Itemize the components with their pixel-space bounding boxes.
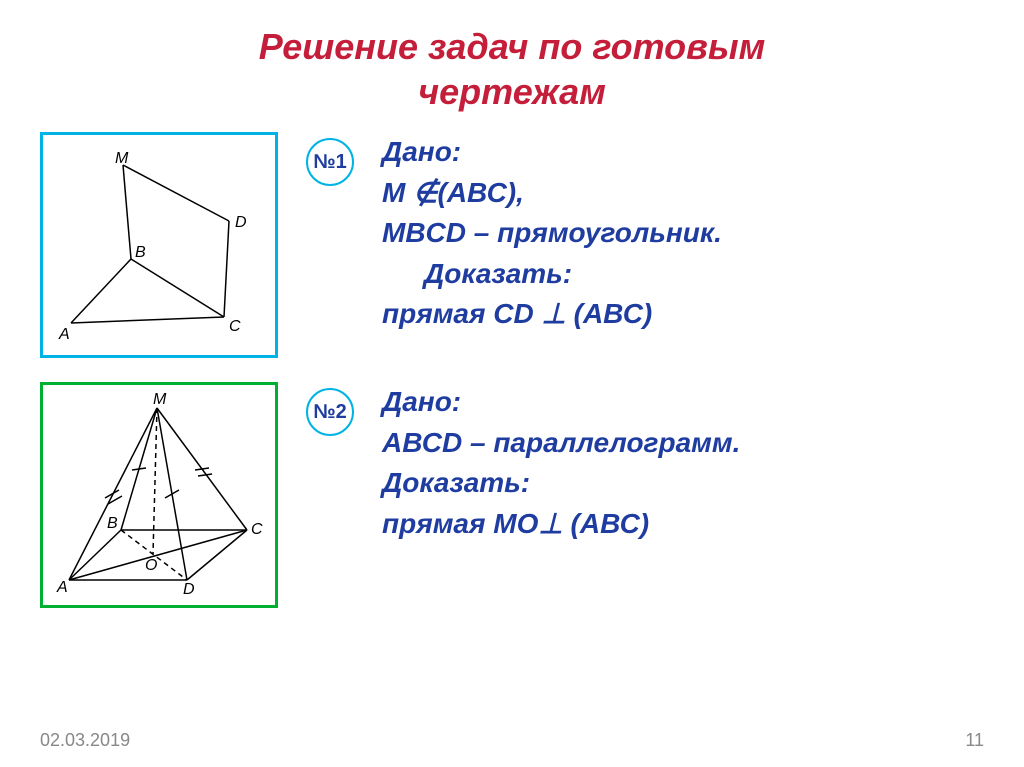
- p1-l4: Доказать:: [382, 254, 572, 295]
- p1-l5: прямая CD ⊥ (АВС): [382, 298, 652, 329]
- problem-2-text: Дано: АВСD – параллелограмм. Доказать: п…: [382, 382, 740, 544]
- p2-l3: Доказать:: [382, 467, 530, 498]
- svg-text:M: M: [153, 391, 167, 408]
- svg-text:D: D: [183, 581, 195, 598]
- svg-text:C: C: [229, 318, 241, 335]
- footer: 02.03.2019 11: [40, 730, 984, 751]
- svg-text:B: B: [107, 515, 118, 532]
- diagram-2: M A B C D O: [40, 382, 278, 608]
- footer-page: 11: [965, 730, 984, 751]
- svg-text:B: B: [135, 244, 146, 261]
- diagram-1: M D B A C: [40, 132, 278, 358]
- svg-text:C: C: [251, 521, 263, 538]
- p1-l3: MBCD – прямоугольник.: [382, 217, 722, 248]
- p2-l4: прямая МО⊥ (АВС): [382, 508, 649, 539]
- problem-2-badge: №2: [306, 388, 354, 436]
- diagram-1-svg: M D B A C: [49, 145, 269, 345]
- footer-date: 02.03.2019: [40, 730, 130, 751]
- page-title: Решение задач по готовым чертежам: [0, 0, 1024, 114]
- title-line1: Решение задач по готовым: [259, 26, 766, 67]
- problem-2: M A B C D O №2 Дано: АВСD – параллелогра…: [40, 382, 984, 608]
- badge-2-text: №2: [313, 401, 346, 424]
- problem-1-text: Дано: М ∉(АВС), MBCD – прямоугольник. До…: [382, 132, 722, 335]
- p1-l1: Дано:: [382, 136, 461, 167]
- badge-1-text: №1: [313, 151, 346, 174]
- svg-text:M: M: [115, 150, 129, 167]
- p2-l1: Дано:: [382, 386, 461, 417]
- p1-l2: М ∉(АВС),: [382, 177, 524, 208]
- content-area: M D B A C №1 Дано: М ∉(АВС), MBCD – прям…: [0, 114, 1024, 608]
- title-line2: чертежам: [418, 71, 606, 112]
- diagram-2-svg: M A B C D O: [49, 390, 269, 600]
- svg-text:D: D: [235, 214, 247, 231]
- svg-text:O: O: [145, 557, 157, 574]
- problem-1: M D B A C №1 Дано: М ∉(АВС), MBCD – прям…: [40, 132, 984, 358]
- problem-1-badge: №1: [306, 138, 354, 186]
- svg-text:A: A: [58, 326, 70, 343]
- svg-text:A: A: [56, 579, 68, 596]
- p2-l2: АВСD – параллелограмм.: [382, 427, 740, 458]
